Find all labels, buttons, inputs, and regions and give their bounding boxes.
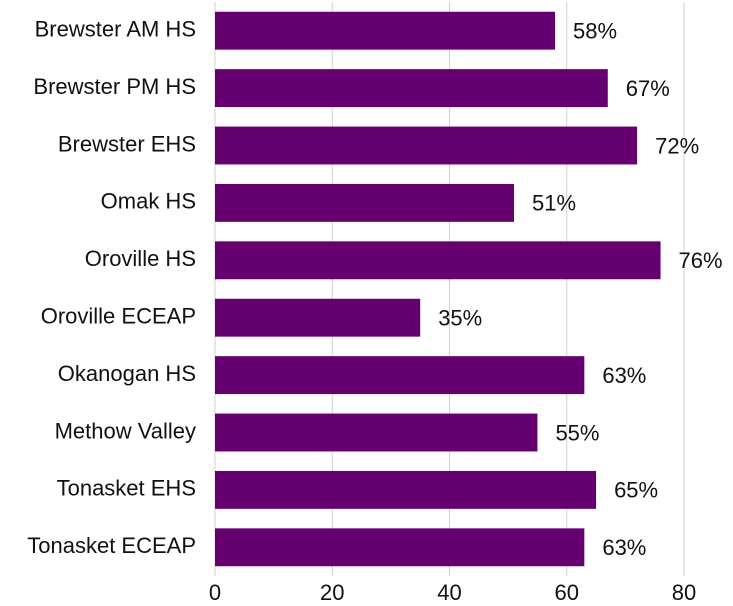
x-tick-label: 20 xyxy=(320,580,344,605)
data-label: 65% xyxy=(614,478,658,503)
bar xyxy=(215,126,638,165)
data-label: 55% xyxy=(555,420,599,445)
data-label: 58% xyxy=(573,19,617,44)
data-label: 76% xyxy=(679,248,723,273)
bar xyxy=(215,298,421,337)
data-label: 72% xyxy=(655,133,699,158)
bar xyxy=(215,11,556,50)
x-tick-label: 60 xyxy=(555,580,579,605)
bar xyxy=(215,470,597,509)
data-label: 35% xyxy=(438,306,482,331)
y-tick-label: Brewster EHS xyxy=(58,131,196,156)
x-tick-label: 0 xyxy=(209,580,221,605)
y-tick-label: Oroville HS xyxy=(85,246,196,271)
data-label: 63% xyxy=(602,535,646,560)
bar xyxy=(215,183,514,222)
bar xyxy=(215,356,585,395)
y-tick-label: Brewster AM HS xyxy=(35,17,196,42)
x-tick-label: 80 xyxy=(672,580,696,605)
bar xyxy=(215,413,538,452)
y-tick-label: Tonasket EHS xyxy=(57,476,196,501)
x-tick-label: 40 xyxy=(437,580,461,605)
data-label: 63% xyxy=(602,363,646,388)
data-label: 51% xyxy=(532,191,576,216)
y-tick-label: Okanogan HS xyxy=(58,361,196,386)
data-label: 67% xyxy=(626,76,670,101)
bar xyxy=(215,241,661,280)
y-tick-label: Omak HS xyxy=(101,189,196,214)
y-tick-label: Brewster PM HS xyxy=(33,74,196,99)
y-tick-label: Methow Valley xyxy=(55,418,196,443)
y-tick-label: Tonasket ECEAP xyxy=(27,533,196,558)
y-tick-label: Oroville ECEAP xyxy=(41,304,196,329)
bar xyxy=(215,528,585,567)
bar xyxy=(215,69,608,108)
